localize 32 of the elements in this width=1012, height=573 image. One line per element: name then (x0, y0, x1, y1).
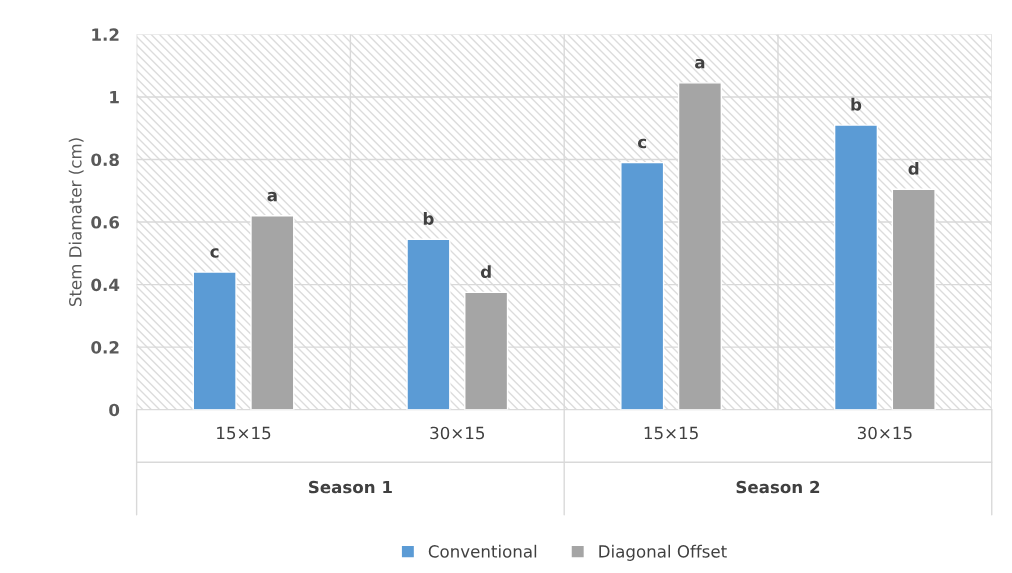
data-label: b (423, 212, 434, 225)
data-label: a (267, 191, 277, 202)
bar (677, 82, 723, 410)
x-tick-label: 15×15 (217, 426, 271, 440)
y-tick-label: 1 (110, 91, 119, 104)
x-tick-label: 30×15 (857, 426, 912, 440)
x-tick-label: 15×15 (644, 426, 698, 440)
y-tick-label: 0 (109, 403, 120, 417)
bar (250, 215, 295, 410)
bar (192, 271, 237, 410)
data-label: c (638, 138, 647, 149)
y-tick-label: 0.6 (91, 216, 120, 229)
data-label: a (695, 58, 705, 69)
y-tick-label: 0.2 (91, 341, 119, 354)
data-label: c (210, 248, 219, 258)
y-tick-label: 1.2 (92, 28, 119, 41)
bar (464, 291, 509, 410)
text: Season 1 (309, 480, 392, 494)
data-label: d (480, 265, 491, 279)
text: Season 2 (736, 480, 820, 494)
bar (891, 188, 936, 410)
y-axis-title: Stem Diamater (cm) (68, 138, 84, 307)
bar (406, 238, 451, 410)
legend-label: Conventional (428, 544, 537, 558)
x-tick-label: 30×15 (430, 426, 485, 440)
data-label: b (851, 97, 862, 111)
y-tick-label: 0.8 (91, 153, 119, 167)
bar (620, 161, 665, 410)
legend-label: Diagonal Offset (599, 544, 727, 561)
y-tick-label: 0.4 (91, 278, 120, 292)
bar (833, 124, 879, 410)
data-label: d (908, 161, 919, 175)
